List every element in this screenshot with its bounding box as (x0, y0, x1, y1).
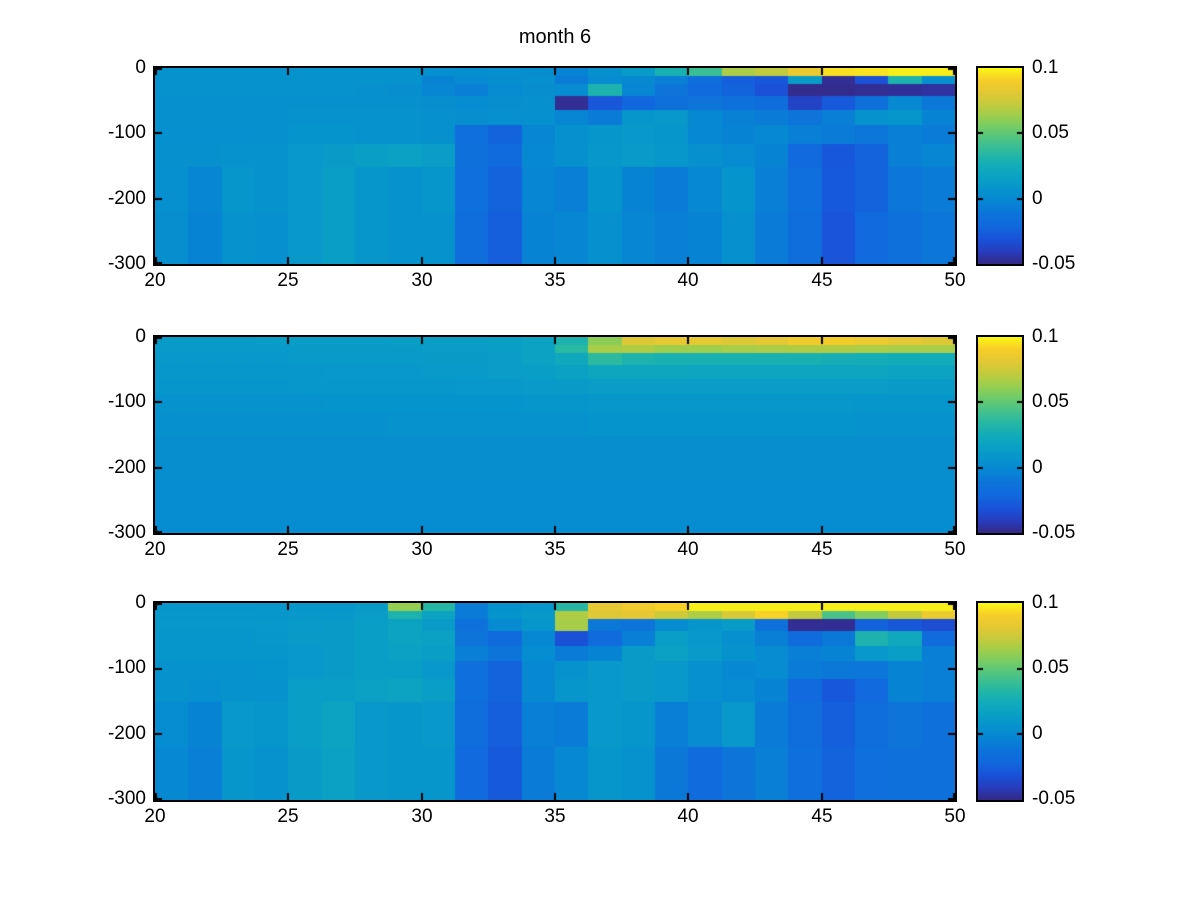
y-tick-label: 0 (135, 592, 146, 613)
colorbar-top (976, 66, 1024, 266)
x-tick-label: 45 (811, 806, 833, 827)
colorbar-tick-label: 0 (1032, 188, 1043, 209)
x-tick-label: 30 (411, 539, 433, 560)
heatmap-plot-middle (153, 335, 957, 535)
heatmap-plot-top (153, 66, 957, 266)
colorbar-tick-label: -0.05 (1032, 788, 1076, 809)
colorbar-tick-label: -0.05 (1032, 522, 1076, 543)
colorbar-tick-label: 0.1 (1032, 592, 1059, 613)
x-tick-label: 45 (811, 539, 833, 560)
x-tick-label: 20 (144, 270, 166, 291)
heatmap-canvas-bottom (155, 603, 955, 800)
x-tick-label: 40 (677, 270, 699, 291)
x-tick-label: 40 (677, 806, 699, 827)
x-tick-label: 35 (544, 539, 566, 560)
x-tick-label: 25 (277, 806, 299, 827)
y-tick-label: -200 (107, 457, 146, 478)
x-tick-label: 45 (811, 270, 833, 291)
plot-title: month 6 (518, 26, 592, 48)
x-tick-label: 35 (544, 270, 566, 291)
colorbar-tick-label: 0 (1032, 723, 1043, 744)
colorbar-bottom (976, 601, 1024, 802)
x-tick-label: 35 (544, 806, 566, 827)
colorbar-tick-label: -0.05 (1032, 253, 1076, 274)
heatmap-plot-bottom (153, 601, 957, 802)
colorbar-tick-label: 0.1 (1032, 57, 1059, 78)
x-tick-label: 20 (144, 539, 166, 560)
x-tick-label: 20 (144, 806, 166, 827)
x-tick-label: 50 (944, 270, 966, 291)
x-tick-label: 40 (677, 539, 699, 560)
colorbar-tick-label: 0 (1032, 457, 1043, 478)
colorbar-tick-label: 0.05 (1032, 122, 1069, 143)
x-tick-label: 50 (944, 806, 966, 827)
colorbar-canvas-top (978, 68, 1022, 264)
x-tick-label: 30 (411, 270, 433, 291)
colorbar-tick-label: 0.1 (1032, 326, 1059, 347)
y-tick-label: -300 (107, 788, 146, 809)
x-tick-label: 25 (277, 270, 299, 291)
y-tick-label: 0 (135, 57, 146, 78)
y-tick-label: -300 (107, 253, 146, 274)
colorbar-tick-label: 0.05 (1032, 391, 1069, 412)
y-tick-label: -100 (107, 122, 146, 143)
colorbar-middle (976, 335, 1024, 535)
x-tick-label: 25 (277, 539, 299, 560)
y-tick-label: -200 (107, 723, 146, 744)
colorbar-canvas-middle (978, 337, 1022, 533)
x-tick-label: 30 (411, 806, 433, 827)
heatmap-canvas-top (155, 68, 955, 264)
y-tick-label: -200 (107, 188, 146, 209)
colorbar-tick-label: 0.05 (1032, 657, 1069, 678)
colorbar-canvas-bottom (978, 603, 1022, 800)
y-tick-label: -300 (107, 522, 146, 543)
x-tick-label: 50 (944, 539, 966, 560)
y-tick-label: -100 (107, 657, 146, 678)
y-tick-label: -100 (107, 391, 146, 412)
heatmap-canvas-middle (155, 337, 955, 533)
y-tick-label: 0 (135, 326, 146, 347)
